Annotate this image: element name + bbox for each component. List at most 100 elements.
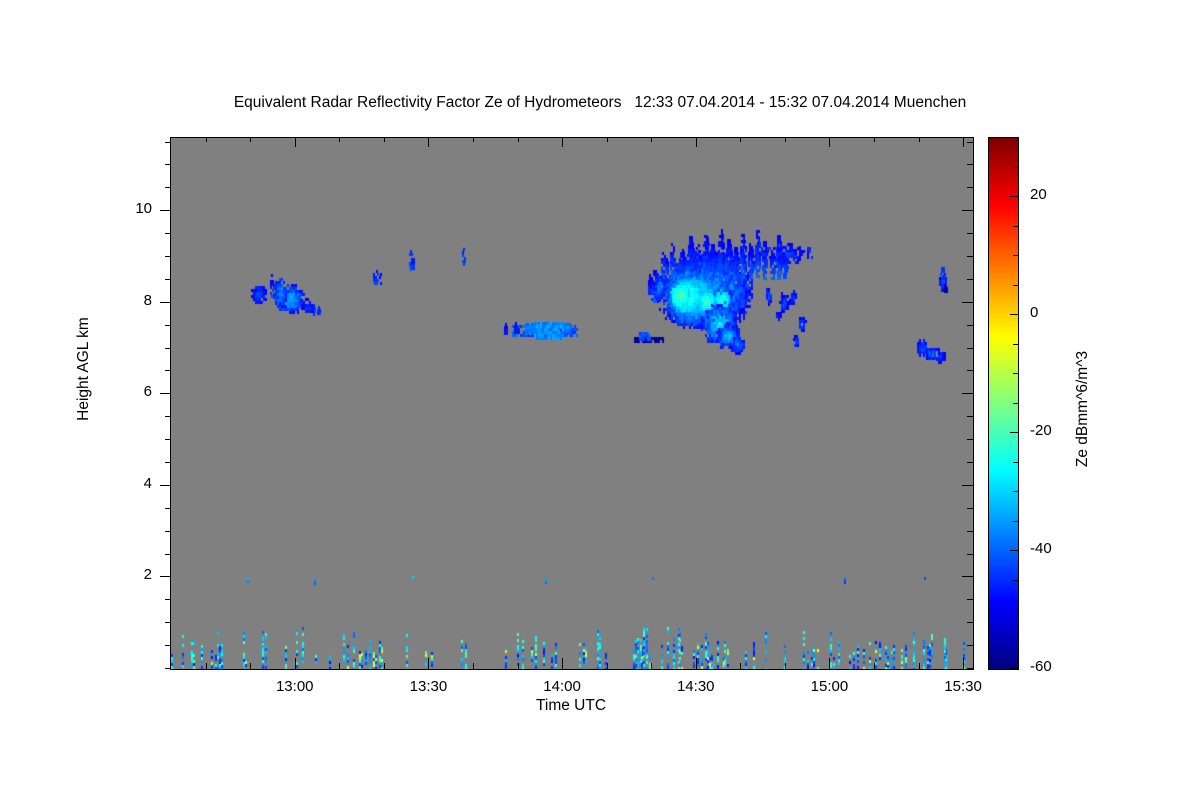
- y-tick: [165, 347, 171, 349]
- x-tick-top: [428, 137, 430, 147]
- y-tick: [160, 301, 171, 303]
- x-tick: [517, 663, 519, 669]
- colorbar-tick: [1013, 343, 1019, 345]
- x-tick: [294, 658, 296, 669]
- x-tick-top: [963, 137, 965, 147]
- x-tick-top: [250, 137, 252, 142]
- x-tick: [472, 663, 474, 669]
- x-tick: [205, 663, 207, 669]
- x-tick: [383, 663, 385, 669]
- x-tick: [918, 663, 920, 669]
- colorbar-tick: [1013, 491, 1019, 492]
- y-tick-right: [967, 622, 973, 624]
- colorbar-tick-label: -40: [1030, 540, 1052, 557]
- y-tick-right: [967, 462, 973, 463]
- y-tick-right: [962, 576, 973, 578]
- x-tick: [829, 658, 831, 669]
- plot-area: [170, 137, 974, 670]
- y-tick-right: [967, 256, 973, 258]
- y-tick-right: [967, 599, 973, 601]
- x-tick-top: [829, 137, 831, 147]
- colorbar-tick: [1013, 638, 1019, 640]
- y-tick: [165, 164, 171, 166]
- colorbar-tick: [1010, 314, 1019, 315]
- chart-title: Equivalent Radar Reflectivity Factor Ze …: [233, 94, 967, 111]
- colorbar-tick-label: -20: [1030, 422, 1052, 439]
- x-tick-label: 14:00: [543, 678, 581, 695]
- colorbar-tick: [1013, 461, 1019, 463]
- y-tick: [165, 668, 171, 669]
- colorbar-tick: [1013, 137, 1019, 138]
- y-tick: [165, 439, 171, 441]
- colorbar-tick: [1013, 225, 1019, 227]
- x-axis-title: Time UTC: [535, 697, 607, 714]
- y-tick: [165, 622, 171, 624]
- x-tick: [873, 663, 875, 669]
- x-tick-label: 15:00: [810, 678, 849, 695]
- x-tick-top: [873, 137, 875, 142]
- colorbar-tick-label: 0: [1030, 304, 1039, 321]
- colorbar-tick: [1013, 402, 1019, 404]
- y-tick-right: [962, 484, 973, 486]
- y-tick-right: [967, 668, 973, 669]
- y-tick: [165, 507, 171, 509]
- colorbar-tick: [1013, 579, 1019, 581]
- y-tick: [160, 484, 171, 486]
- reflectivity-heatmap-canvas: [171, 138, 973, 669]
- y-tick-label: 8: [143, 291, 152, 309]
- x-tick-top: [294, 137, 296, 147]
- y-tick: [165, 324, 171, 326]
- y-tick: [165, 530, 171, 532]
- x-tick-label: 13:30: [409, 678, 448, 695]
- y-tick: [165, 233, 171, 235]
- x-tick-top: [695, 137, 697, 147]
- y-tick: [165, 645, 171, 647]
- x-tick-top: [651, 137, 653, 142]
- y-tick-right: [962, 301, 973, 303]
- y-tick-right: [967, 233, 973, 235]
- x-tick: [562, 658, 564, 669]
- x-tick-label: 14:30: [676, 678, 715, 695]
- y-tick-right: [967, 278, 973, 280]
- colorbar-gradient: [989, 138, 1018, 669]
- y-tick-label: 2: [143, 566, 152, 584]
- y-tick-right: [967, 530, 973, 532]
- y-tick: [165, 256, 171, 258]
- colorbar-tick: [1013, 255, 1019, 256]
- y-tick-right: [967, 416, 973, 418]
- y-tick-right: [967, 370, 973, 372]
- colorbar-tick: [1013, 520, 1019, 522]
- colorbar-tick-label: -60: [1030, 658, 1052, 675]
- y-tick-label: 4: [143, 474, 152, 492]
- y-tick-right: [967, 507, 973, 509]
- y-tick: [160, 393, 171, 395]
- y-tick-label: 6: [143, 383, 152, 401]
- x-tick: [695, 658, 697, 669]
- y-tick: [165, 599, 171, 601]
- colorbar-tick: [1013, 284, 1019, 286]
- colorbar-title: Ze dBmm^6/m^3: [1074, 350, 1091, 468]
- y-tick-label: 10: [135, 200, 152, 218]
- x-tick-top: [784, 137, 786, 142]
- y-tick-right: [967, 439, 973, 441]
- y-tick-right: [967, 645, 973, 647]
- x-tick: [963, 658, 965, 669]
- x-tick-top: [562, 137, 564, 147]
- y-tick-right: [967, 553, 973, 555]
- y-tick: [165, 370, 171, 372]
- colorbar-tick-label: 20: [1030, 186, 1047, 203]
- x-tick-top: [339, 137, 341, 142]
- x-tick-label: 13:00: [275, 678, 314, 695]
- x-tick: [651, 663, 653, 669]
- x-tick-top: [918, 137, 920, 142]
- y-tick: [165, 187, 171, 189]
- x-tick-top: [383, 137, 385, 142]
- colorbar-tick: [1013, 166, 1019, 168]
- y-tick-right: [962, 210, 973, 212]
- colorbar-tick: [1010, 668, 1019, 669]
- y-tick: [165, 278, 171, 280]
- x-tick-label: 15:30: [944, 678, 982, 695]
- colorbar-tick: [1010, 550, 1019, 551]
- y-tick-right: [967, 187, 973, 189]
